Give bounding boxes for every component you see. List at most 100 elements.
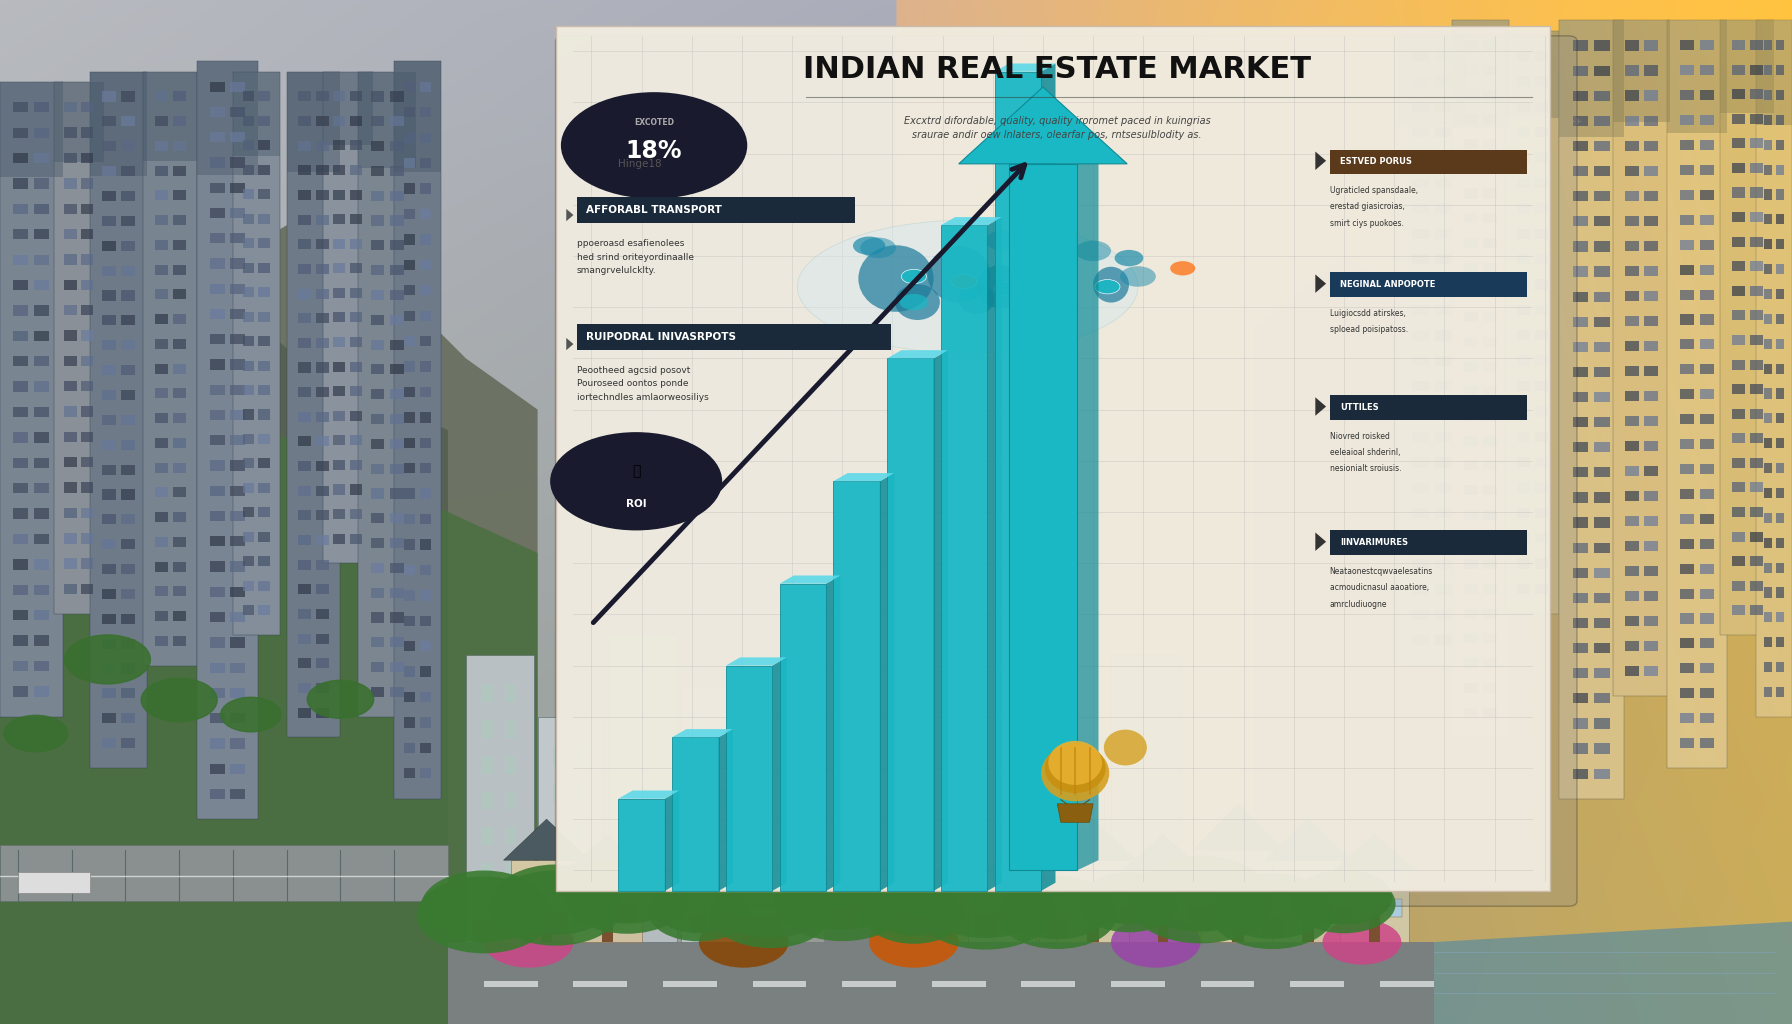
Bar [1776, 463, 1785, 473]
Bar [405, 717, 416, 728]
Bar [34, 229, 50, 240]
Bar [405, 437, 416, 447]
Bar [315, 338, 330, 348]
Bar [349, 460, 362, 470]
Bar [1573, 693, 1588, 703]
Polygon shape [726, 657, 787, 666]
Bar [258, 360, 269, 371]
Bar [405, 590, 416, 600]
Bar [1776, 90, 1785, 100]
Bar [1731, 556, 1745, 566]
Bar [81, 127, 93, 138]
Bar [1731, 310, 1745, 321]
Bar [231, 713, 246, 723]
Bar [1127, 720, 1138, 737]
Bar [1763, 538, 1772, 548]
Bar [1776, 588, 1785, 598]
Bar [1749, 335, 1763, 345]
Bar [102, 514, 116, 524]
Bar [244, 140, 254, 151]
Bar [1573, 342, 1588, 352]
Bar [154, 537, 168, 547]
Circle shape [1111, 916, 1201, 968]
Polygon shape [504, 819, 590, 860]
Circle shape [715, 873, 826, 938]
Bar [573, 897, 584, 915]
Bar [573, 784, 584, 803]
Bar [13, 483, 29, 494]
Bar [968, 676, 1036, 942]
Bar [1330, 150, 1527, 174]
Ellipse shape [1093, 266, 1129, 303]
Bar [349, 337, 362, 347]
Bar [349, 484, 362, 495]
Text: eeleaioal shderinl,: eeleaioal shderinl, [1330, 449, 1400, 457]
Bar [1679, 439, 1693, 450]
Bar [419, 132, 430, 143]
Bar [333, 484, 346, 495]
Bar [1111, 655, 1179, 942]
Bar [210, 663, 224, 673]
Bar [1482, 708, 1496, 718]
Bar [154, 314, 168, 325]
Bar [34, 432, 50, 442]
Bar [1435, 127, 1452, 137]
Bar [349, 509, 362, 519]
Bar [1763, 40, 1772, 50]
Text: Luigiocsdd atirskes,: Luigiocsdd atirskes, [1330, 309, 1405, 317]
Circle shape [142, 678, 217, 722]
Bar [1412, 585, 1428, 595]
Bar [65, 482, 77, 493]
Bar [1595, 743, 1609, 754]
Bar [1679, 189, 1693, 200]
Bar [244, 214, 254, 223]
Bar [349, 386, 362, 396]
Bar [1482, 238, 1496, 248]
Bar [65, 228, 77, 240]
Bar [231, 233, 246, 244]
Circle shape [65, 635, 151, 684]
Bar [1595, 693, 1609, 703]
Ellipse shape [978, 265, 1023, 308]
Text: Ugraticled spansdaale,: Ugraticled spansdaale, [1330, 186, 1417, 195]
Bar [120, 539, 134, 549]
Bar [81, 178, 93, 188]
Bar [389, 439, 403, 449]
Bar [1749, 433, 1763, 443]
Bar [1435, 204, 1452, 214]
Text: Pouroseed oontos ponde: Pouroseed oontos ponde [577, 380, 688, 388]
Circle shape [1120, 266, 1156, 287]
Bar [1534, 508, 1548, 518]
Bar [715, 898, 726, 916]
Bar [154, 561, 168, 571]
Bar [210, 461, 224, 471]
Bar [1573, 718, 1588, 728]
Bar [102, 265, 116, 275]
Bar [34, 280, 50, 290]
Bar [1007, 820, 1018, 840]
Bar [1107, 893, 1122, 913]
Bar [1435, 609, 1452, 620]
Bar [258, 165, 269, 175]
Bar [258, 508, 269, 517]
Bar [389, 141, 403, 152]
Bar [34, 204, 50, 214]
Text: Niovred roisked: Niovred roisked [1330, 432, 1389, 440]
Bar [65, 254, 77, 264]
Bar [389, 612, 403, 623]
Circle shape [853, 237, 885, 255]
Bar [1534, 355, 1548, 366]
Bar [1482, 361, 1496, 372]
Bar [1643, 591, 1658, 601]
Bar [1595, 367, 1609, 377]
Bar [231, 738, 246, 749]
Bar [210, 233, 224, 244]
Bar [244, 239, 254, 248]
Bar [419, 540, 430, 550]
Bar [833, 481, 880, 891]
Bar [231, 309, 246, 319]
Bar [1573, 567, 1588, 578]
Bar [1482, 559, 1496, 569]
Bar [1595, 191, 1609, 202]
Ellipse shape [928, 247, 991, 303]
